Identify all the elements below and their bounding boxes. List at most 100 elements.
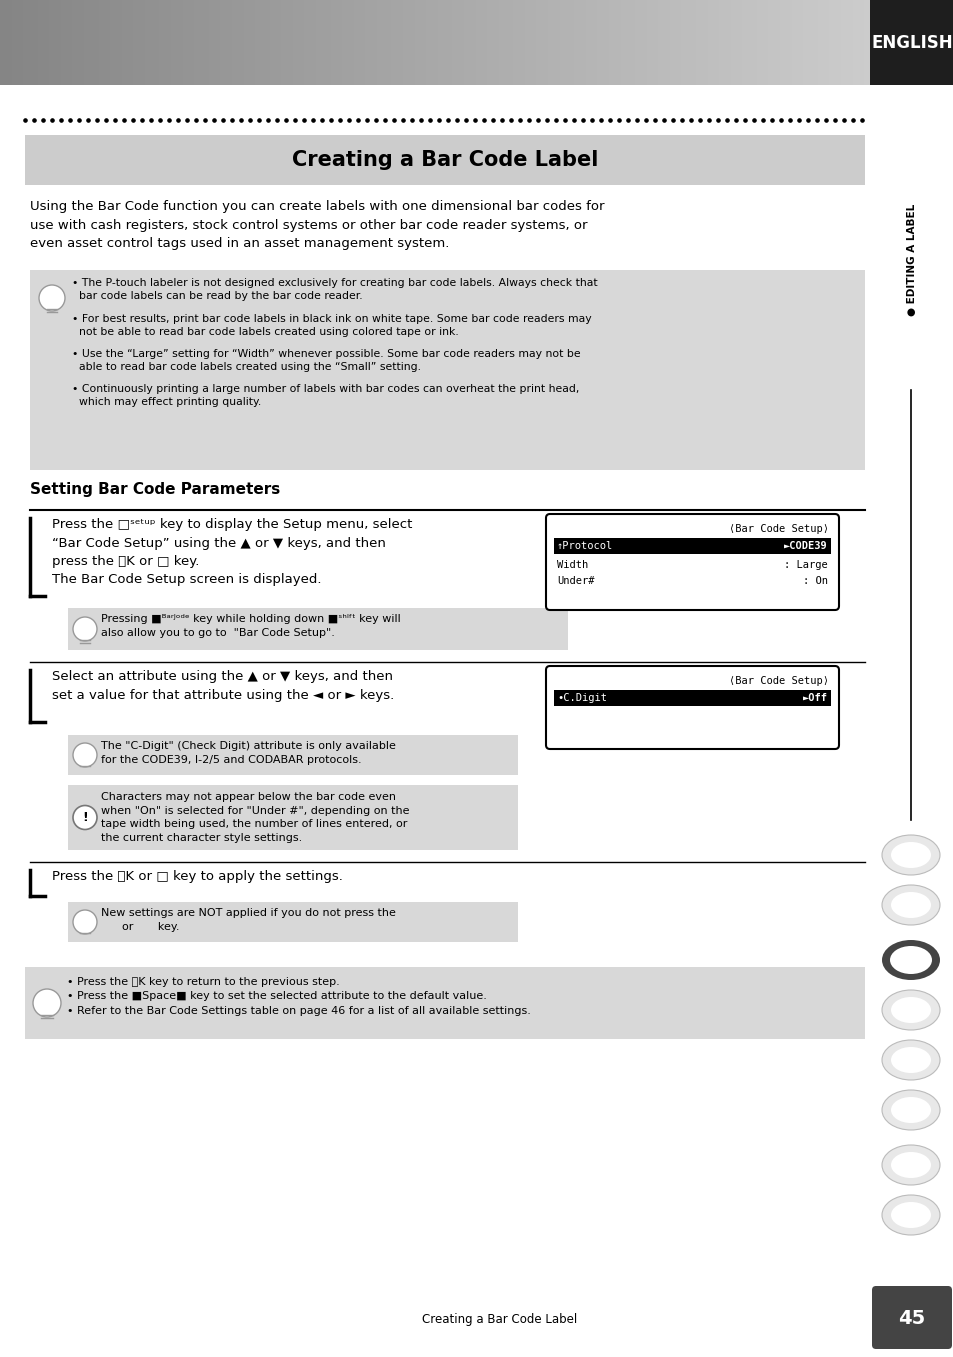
Bar <box>608 0 612 85</box>
Bar <box>200 0 204 85</box>
Bar <box>855 0 859 85</box>
Bar <box>371 0 375 85</box>
Bar <box>741 0 745 85</box>
Bar <box>672 0 676 85</box>
Bar <box>805 0 809 85</box>
Bar <box>733 0 737 85</box>
Bar <box>81 0 85 85</box>
Bar <box>87 0 91 85</box>
Ellipse shape <box>882 940 939 980</box>
Bar <box>440 0 444 85</box>
Bar <box>98 0 102 85</box>
Bar <box>498 0 502 85</box>
Bar <box>626 0 630 85</box>
Bar <box>72 0 76 85</box>
Bar <box>481 0 485 85</box>
Bar <box>623 0 627 85</box>
Bar <box>246 0 250 85</box>
Bar <box>538 0 542 85</box>
Bar <box>194 0 198 85</box>
Bar <box>342 0 346 85</box>
Bar <box>20 0 24 85</box>
Bar <box>304 0 308 85</box>
Bar <box>324 0 329 85</box>
Bar <box>234 0 238 85</box>
Bar <box>173 0 177 85</box>
Bar <box>212 0 215 85</box>
Ellipse shape <box>882 991 939 1030</box>
Bar <box>186 0 190 85</box>
Bar <box>159 0 163 85</box>
Bar <box>476 0 479 85</box>
Circle shape <box>33 989 61 1016</box>
Bar <box>822 0 826 85</box>
Bar <box>469 0 474 85</box>
Bar <box>843 0 847 85</box>
Bar <box>409 0 413 85</box>
Bar <box>376 0 380 85</box>
Bar <box>3 0 7 85</box>
Bar <box>863 0 867 85</box>
Bar <box>168 0 172 85</box>
Bar <box>727 0 731 85</box>
Bar <box>113 0 117 85</box>
Bar <box>41 0 45 85</box>
Bar <box>287 0 291 85</box>
Bar <box>858 0 862 85</box>
Bar <box>252 0 256 85</box>
Bar <box>638 0 641 85</box>
Bar <box>232 0 235 85</box>
Bar <box>791 0 795 85</box>
Bar <box>354 0 357 85</box>
Bar <box>699 0 702 85</box>
Bar <box>788 0 792 85</box>
Bar <box>362 0 366 85</box>
Bar <box>95 0 99 85</box>
Bar <box>533 0 537 85</box>
Bar <box>295 0 299 85</box>
Bar <box>768 0 772 85</box>
Bar <box>321 0 326 85</box>
Bar <box>652 0 656 85</box>
Bar <box>643 0 647 85</box>
Circle shape <box>73 617 97 641</box>
Bar <box>145 0 149 85</box>
Bar <box>331 0 335 85</box>
Bar <box>756 0 760 85</box>
Circle shape <box>73 806 97 829</box>
Bar <box>599 0 603 85</box>
Bar <box>374 0 377 85</box>
Text: • Press the ⓄK key to return to the previous step.
• Press the ■Space■ key to se: • Press the ⓄK key to return to the prev… <box>67 977 530 1016</box>
Bar <box>490 0 494 85</box>
Ellipse shape <box>889 946 931 974</box>
Bar <box>206 0 210 85</box>
Bar <box>521 0 525 85</box>
Bar <box>31 0 36 85</box>
Ellipse shape <box>882 1196 939 1235</box>
Bar <box>559 0 563 85</box>
Bar <box>58 0 62 85</box>
Bar <box>463 0 467 85</box>
Bar <box>730 0 734 85</box>
Bar <box>761 0 766 85</box>
Text: • Use the “Large” setting for “Width” whenever possible. Some bar code readers m: • Use the “Large” setting for “Width” wh… <box>71 349 580 372</box>
Bar <box>753 0 757 85</box>
Bar <box>165 0 169 85</box>
Bar <box>759 0 763 85</box>
Bar <box>156 0 160 85</box>
Bar <box>588 0 592 85</box>
Text: : On: : On <box>802 575 827 586</box>
Bar <box>84 0 88 85</box>
Bar <box>435 0 438 85</box>
Text: Creating a Bar Code Label: Creating a Bar Code Label <box>422 1314 577 1327</box>
Bar <box>565 0 569 85</box>
Bar <box>568 0 572 85</box>
Bar <box>660 0 664 85</box>
Bar <box>518 0 522 85</box>
Bar <box>771 0 775 85</box>
Bar <box>838 0 841 85</box>
Bar <box>571 0 575 85</box>
Bar <box>663 0 667 85</box>
Bar <box>724 0 728 85</box>
Bar <box>666 0 670 85</box>
